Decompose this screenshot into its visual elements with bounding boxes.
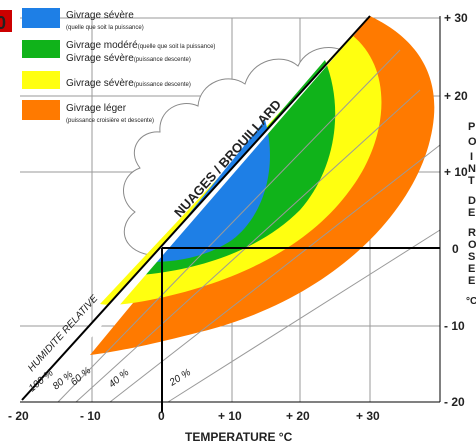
humidity-value: 20 % [167, 367, 193, 389]
side-letter: O [468, 136, 476, 148]
x-tick-label: 0 [158, 409, 165, 423]
side-letter: N [468, 163, 476, 175]
y-tick-label: + 20 [444, 89, 468, 103]
humidity-line-80 [57, 49, 401, 403]
side-letter: R [468, 227, 476, 239]
side-letter: °C [466, 296, 476, 307]
side-letter: E [468, 207, 475, 219]
legend-sublabel: (quelle que soit la puissance) [66, 25, 144, 31]
x-ticks: - 20 - 10 0 + 10 + 20 + 30 [8, 409, 380, 423]
side-label: P O I N T D E R O S E E °C [466, 121, 476, 307]
legend-swatch-severe [22, 8, 60, 28]
y-tick-label: - 10 [444, 319, 465, 333]
side-letter: E [468, 263, 475, 275]
y-tick-label: + 10 [444, 165, 468, 179]
legend: Givrage sévère (quelle que soit la puiss… [22, 8, 215, 124]
side-letter: P [468, 121, 475, 133]
x-axis-title: TEMPERATURE °C [185, 430, 293, 444]
legend-swatch-light [22, 100, 60, 120]
y-ticks: + 30 + 20 + 10 0 - 10 - 20 [444, 11, 468, 409]
x-tick-label: + 30 [356, 409, 380, 423]
legend-label: Givrage léger [66, 103, 127, 114]
corner-glyph: 0 [0, 13, 6, 33]
y-tick-label: 0 [452, 242, 459, 256]
humidity-line-20 [167, 229, 441, 403]
legend-label: Givrage modéré(quelle que soit la puissa… [66, 40, 215, 51]
legend-swatch-severe-descent [22, 71, 60, 89]
humidity-line-40 [109, 144, 441, 403]
y-tick-label: - 20 [444, 395, 465, 409]
dry-air-region [20, 16, 370, 420]
side-letter: E [468, 275, 475, 287]
x-tick-label: - 20 [8, 409, 29, 423]
legend-label: Givrage sévère(puissance descente) [66, 53, 191, 64]
legend-swatch-moderate [22, 40, 60, 58]
side-letter: T [468, 175, 475, 187]
legend-label: Givrage sévère [66, 10, 134, 21]
corner-mark [0, 10, 12, 32]
legend-label: Givrage sévère(puissance descente) [66, 78, 191, 89]
side-letter: S [468, 251, 475, 263]
humidity-lines [57, 49, 441, 403]
side-letter: I [470, 151, 473, 163]
legend-sublabel: (puissance croisière et descente) [66, 118, 154, 124]
cloud-boundary-line [21, 15, 371, 401]
humidity-line-60 [75, 89, 421, 403]
x-tick-label: - 10 [80, 409, 101, 423]
side-letter: O [468, 239, 476, 251]
y-tick-label: + 30 [444, 11, 468, 25]
side-letter: D [468, 195, 476, 207]
x-tick-label: + 20 [286, 409, 310, 423]
x-tick-label: + 10 [218, 409, 242, 423]
